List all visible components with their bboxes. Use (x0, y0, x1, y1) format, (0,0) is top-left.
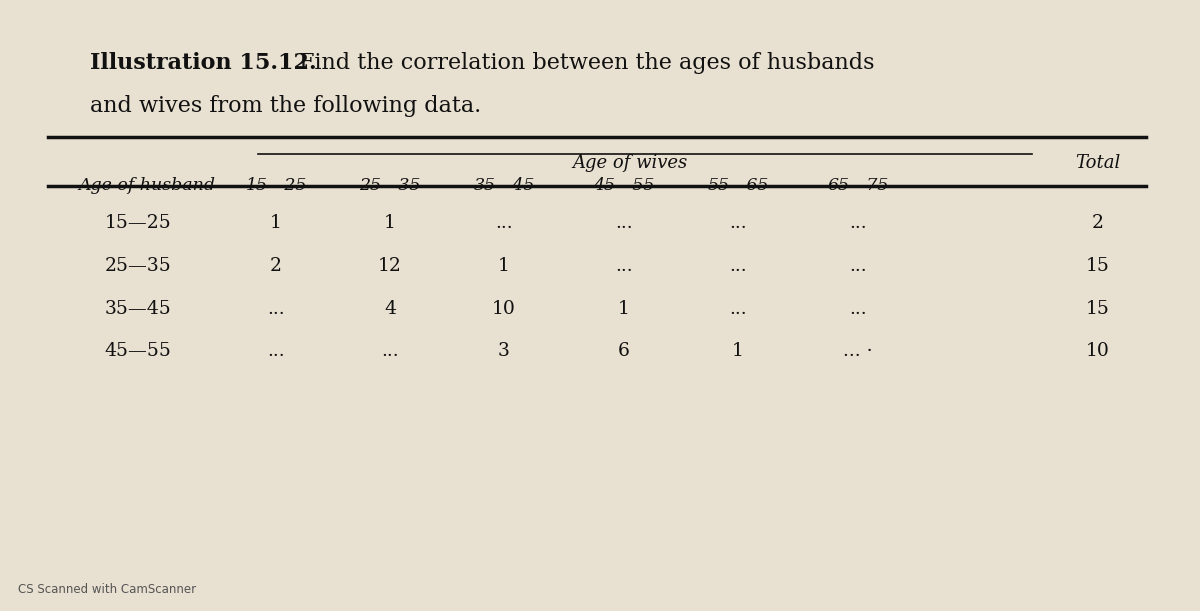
Text: 15: 15 (1086, 299, 1110, 318)
Text: 2: 2 (270, 257, 282, 275)
Text: 10: 10 (492, 299, 516, 318)
Text: Age of husband: Age of husband (78, 177, 215, 194)
Text: 15: 15 (1086, 257, 1110, 275)
Text: CS Scanned with CamScanner: CS Scanned with CamScanner (18, 583, 196, 596)
Text: Total: Total (1075, 154, 1121, 172)
Text: 35—45: 35—45 (473, 177, 535, 194)
Text: ...: ... (730, 214, 746, 232)
Text: ...: ... (850, 214, 866, 232)
Text: ...: ... (850, 299, 866, 318)
Text: Find the correlation between the ages of husbands: Find the correlation between the ages of… (292, 52, 874, 74)
Text: 1: 1 (270, 214, 282, 232)
Text: 2: 2 (1092, 214, 1104, 232)
Text: 4: 4 (384, 299, 396, 318)
Text: and wives from the following data.: and wives from the following data. (90, 95, 481, 117)
Text: 45—55: 45—55 (593, 177, 655, 194)
Text: 1: 1 (618, 299, 630, 318)
Text: ...: ... (730, 299, 746, 318)
Text: ... ·: ... · (844, 342, 872, 360)
Text: Age of wives: Age of wives (572, 154, 688, 172)
Text: 10: 10 (1086, 342, 1110, 360)
Text: ...: ... (616, 257, 632, 275)
Text: ...: ... (496, 214, 512, 232)
Text: 15—25: 15—25 (245, 177, 307, 194)
Text: ...: ... (616, 214, 632, 232)
Text: 65—75: 65—75 (827, 177, 889, 194)
Text: 1: 1 (384, 214, 396, 232)
Text: 35—45: 35—45 (104, 299, 172, 318)
Text: 1: 1 (498, 257, 510, 275)
Text: ...: ... (850, 257, 866, 275)
Text: 25—35: 25—35 (359, 177, 421, 194)
Text: ...: ... (268, 299, 284, 318)
Text: 12: 12 (378, 257, 402, 275)
Text: 25—35: 25—35 (104, 257, 172, 275)
Text: ...: ... (730, 257, 746, 275)
Text: 55—65: 55—65 (707, 177, 769, 194)
Text: 45—55: 45—55 (104, 342, 172, 360)
Text: 15—25: 15—25 (104, 214, 172, 232)
Text: Illustration 15.12.: Illustration 15.12. (90, 52, 317, 74)
Text: ...: ... (268, 342, 284, 360)
Text: ...: ... (382, 342, 398, 360)
Text: 6: 6 (618, 342, 630, 360)
Text: 1: 1 (732, 342, 744, 360)
Text: 3: 3 (498, 342, 510, 360)
